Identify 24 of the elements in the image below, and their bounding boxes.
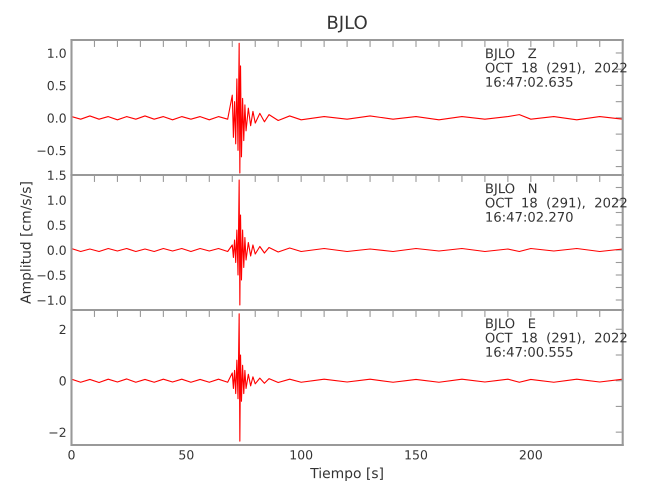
- x-tick-label: 0: [68, 450, 75, 460]
- y-tick-label: 1.5: [48, 170, 66, 180]
- y-tick-label: 0.5: [48, 80, 66, 90]
- y-axis-title: Amplitud [cm/s/s]: [20, 182, 34, 304]
- y-tick-label: 1.0: [48, 195, 66, 205]
- x-tick-label: 100: [290, 450, 312, 460]
- y-tick-label: 0.0: [48, 113, 66, 123]
- y-tick-label: 2: [60, 324, 66, 334]
- annotation: BJLO Z OCT 18 (291), 2022 16:47:02.635: [486, 48, 626, 87]
- x-tick-label: 200: [520, 450, 542, 460]
- y-tick-label: 0.0: [48, 245, 66, 255]
- y-tick-label: −0.5: [38, 270, 66, 280]
- annotation: BJLO E OCT 18 (291), 2022 16:47:00.555: [486, 318, 626, 357]
- annotation: BJLO N OCT 18 (291), 2022 16:47:02.270: [486, 183, 626, 222]
- y-tick-label: −2: [50, 428, 66, 437]
- chart-title: BJLO: [328, 15, 367, 33]
- y-tick-label: −0.5: [38, 146, 66, 156]
- y-tick-label: 1.0: [48, 48, 66, 58]
- y-tick-label: −1.0: [38, 295, 66, 305]
- y-tick-label: 0: [60, 376, 66, 386]
- y-tick-label: 0.5: [48, 220, 66, 230]
- x-tick-label: 150: [405, 450, 428, 460]
- x-axis-title: Tiempo [s]: [310, 468, 383, 481]
- x-tick-label: 50: [179, 450, 194, 460]
